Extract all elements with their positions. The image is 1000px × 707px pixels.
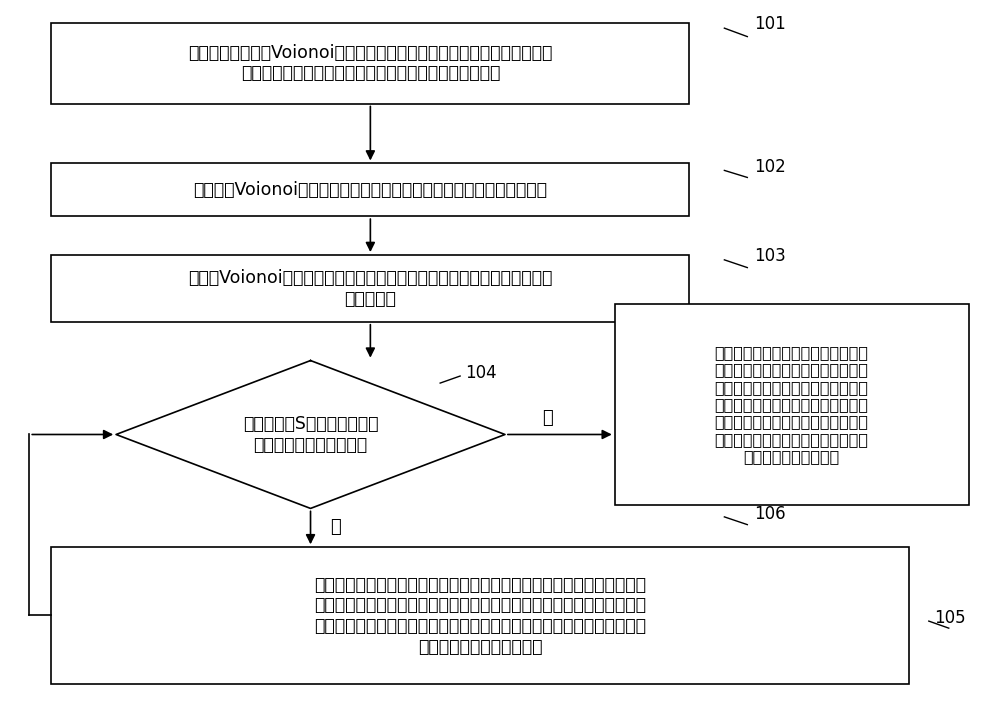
Text: 106: 106	[754, 505, 786, 523]
Text: 是: 是	[330, 518, 341, 537]
Text: 102: 102	[754, 158, 786, 176]
Text: 104: 104	[465, 364, 497, 382]
Text: 将所述Voionoi区域内所有的道路路段按照权值由小到大进行排序，得到道
路路段序列: 将所述Voionoi区域内所有的道路路段按照权值由小到大进行排序，得到道 路路段…	[188, 269, 553, 308]
FancyBboxPatch shape	[51, 23, 689, 103]
Polygon shape	[116, 361, 505, 508]
Text: 101: 101	[754, 15, 786, 33]
Text: 在目标车辆所在的Voionoi区域内确定目标路段、目标路段上的车辆数、相
关车辆路段、相关车辆路段上的车辆数和所有车辆的位置: 在目标车辆所在的Voionoi区域内确定目标路段、目标路段上的车辆数、相 关车辆…	[188, 44, 553, 83]
FancyBboxPatch shape	[615, 304, 969, 505]
FancyBboxPatch shape	[51, 547, 909, 684]
Text: 当车辆总数大于或等于预设隐私度阈
值时，根据所述当前匿名集中的道路
路段中车辆的位置计算匿名区域面积
，并当所述匿名区域面积处于设定范
围且匿名计算的总延时小于: 当车辆总数大于或等于预设隐私度阈 值时，根据所述当前匿名集中的道路 路段中车辆的…	[715, 345, 869, 464]
FancyBboxPatch shape	[51, 255, 689, 322]
Text: 103: 103	[754, 247, 786, 265]
Text: 当前匿名集S中的道路路段的
总数小于预设路段差异度: 当前匿名集S中的道路路段的 总数小于预设路段差异度	[243, 415, 378, 454]
Text: 基于所述Voionoi区域内各道路路段上的车辆数，计算各道路路段的权值: 基于所述Voionoi区域内各道路路段上的车辆数，计算各道路路段的权值	[193, 181, 547, 199]
Text: 105: 105	[934, 609, 965, 626]
FancyBboxPatch shape	[51, 163, 689, 216]
Text: 计算当前道路路段序列中两个相邻相关车辆路段分别与所述目标路段的权
值的差值，并将差值较小的相邻相关车辆路段加入所述当前匿名集中，并
将差值较大的相邻相关车辆路段: 计算当前道路路段序列中两个相邻相关车辆路段分别与所述目标路段的权 值的差值，并将…	[314, 575, 646, 656]
Text: 否: 否	[542, 409, 553, 428]
